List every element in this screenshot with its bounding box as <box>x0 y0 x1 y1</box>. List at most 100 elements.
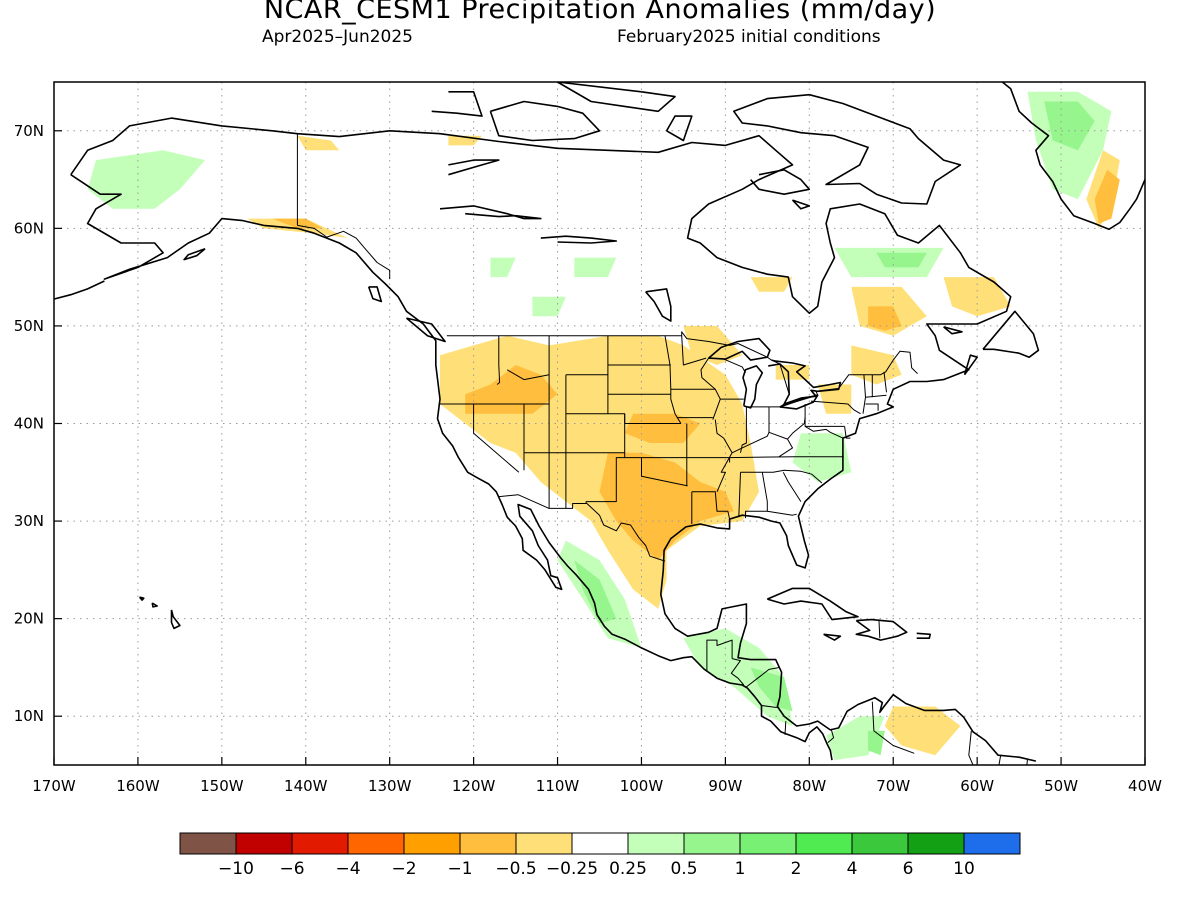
border-line <box>723 358 746 374</box>
lon-tick-label: 160W <box>116 777 160 795</box>
border-line <box>729 456 844 459</box>
anomaly-region-light-green <box>683 628 793 726</box>
colorbar-swatch <box>459 832 517 855</box>
colorbar-swatch <box>795 832 853 855</box>
anomaly-region-mid-orange <box>624 413 701 443</box>
colorbar-label: −1 <box>447 859 472 879</box>
lat-tick-label: 70N <box>14 122 44 140</box>
colorbar-label: −6 <box>279 859 304 879</box>
border-line <box>691 491 731 520</box>
anomaly-region-mid-green <box>1044 101 1095 151</box>
border-line <box>738 472 741 518</box>
coastline <box>405 317 446 343</box>
border-line <box>681 335 707 366</box>
coastline <box>70 117 1037 762</box>
lon-tick-label: 140W <box>284 777 328 795</box>
border-line <box>506 335 550 381</box>
lon-tick-label: 80W <box>792 777 826 795</box>
coastline <box>138 596 145 601</box>
anomaly-region-light-orange <box>750 277 793 292</box>
colorbar-swatch <box>515 832 573 855</box>
colorbar-swatch <box>571 832 629 855</box>
border-line <box>804 425 844 439</box>
lon-tick-label: 90W <box>708 777 742 795</box>
coastline <box>708 337 771 361</box>
lon-tick-label: 120W <box>452 777 496 795</box>
anomaly-region-mid-orange <box>599 452 734 561</box>
lat-tick-label: 50N <box>14 317 44 335</box>
colorbar-swatch <box>683 832 741 855</box>
anomaly-region-mid-green <box>868 730 885 756</box>
coastline <box>448 159 500 176</box>
border-line <box>767 510 797 516</box>
border-line <box>446 331 918 408</box>
border-line <box>670 388 721 420</box>
lon-tick-label: 150W <box>200 777 244 795</box>
anomaly-region-mid-green <box>574 560 617 624</box>
initial-conditions: February2025 initial conditions <box>617 27 881 47</box>
colorbar-label: 0.5 <box>670 859 697 879</box>
coastline <box>749 169 811 195</box>
coastline <box>1001 82 1145 231</box>
coastline <box>943 326 963 335</box>
colorbar-swatch <box>907 832 965 855</box>
lat-tick-label: 30N <box>14 512 44 530</box>
border-line <box>746 666 780 688</box>
coastline <box>982 310 1040 359</box>
border-line <box>740 469 823 484</box>
colorbar-swatch <box>627 832 685 855</box>
coastlines <box>54 82 1145 762</box>
coastline <box>170 609 181 630</box>
longitude-axis: 170W 160W 150W 140W 130W 120W 110W 100W 90W 80W 70… <box>32 757 1162 795</box>
colorbar-swatch <box>235 832 293 855</box>
border-line <box>664 335 682 424</box>
lon-tick-label: 40W <box>1128 777 1162 795</box>
anomaly-region-light-green <box>574 257 617 278</box>
colorbar-label: −4 <box>335 859 360 879</box>
border-line <box>706 639 733 672</box>
anomaly-region-light-green <box>532 296 566 317</box>
coastline <box>791 199 811 210</box>
coastline <box>916 632 932 640</box>
border-line <box>871 701 915 754</box>
border-line <box>641 457 688 487</box>
border-line <box>878 620 881 639</box>
anomaly-region-light-orange <box>297 135 340 151</box>
lon-tick-label: 110W <box>536 777 580 795</box>
border-line <box>784 721 787 735</box>
coastline <box>540 235 618 244</box>
lon-tick-label: 60W <box>960 777 994 795</box>
colorbar-swatch <box>739 832 797 855</box>
anomaly-region-mid-green <box>876 252 927 268</box>
lon-tick-label: 170W <box>32 777 76 795</box>
border-line <box>787 417 806 440</box>
border-line <box>865 403 879 411</box>
colorbar-swatch <box>403 832 461 855</box>
coastline <box>665 115 693 142</box>
coastline <box>766 587 859 621</box>
colorbar-label: 4 <box>847 859 858 879</box>
colorbar-label: 6 <box>903 859 914 879</box>
colorbar-swatch <box>963 832 1021 855</box>
colorbar-swatch <box>179 832 237 855</box>
border-line <box>827 728 835 743</box>
anomaly-region-light-orange <box>683 325 743 365</box>
coastline <box>70 174 833 761</box>
border-line <box>865 394 887 398</box>
colorbar-label: −2 <box>391 859 416 879</box>
border-line <box>585 413 626 504</box>
map-title: NCAR_CESM1 Precipitation Anomalies (mm/d… <box>263 0 937 25</box>
lon-tick-label: 70W <box>876 777 910 795</box>
anomaly-region-mid-orange <box>1094 169 1120 224</box>
border-line <box>883 371 887 393</box>
coastline <box>431 91 483 117</box>
colorbar-label: 1 <box>735 859 746 879</box>
border-line <box>473 404 520 473</box>
colorbar-label: 10 <box>953 859 975 879</box>
coastline <box>645 288 672 322</box>
anomaly-region-mid-orange <box>868 306 902 331</box>
border-line <box>700 357 716 390</box>
latitude-axis: 10N 20N 30N 40N 50N 60N 70N <box>14 122 62 725</box>
border-line <box>1026 759 1028 765</box>
